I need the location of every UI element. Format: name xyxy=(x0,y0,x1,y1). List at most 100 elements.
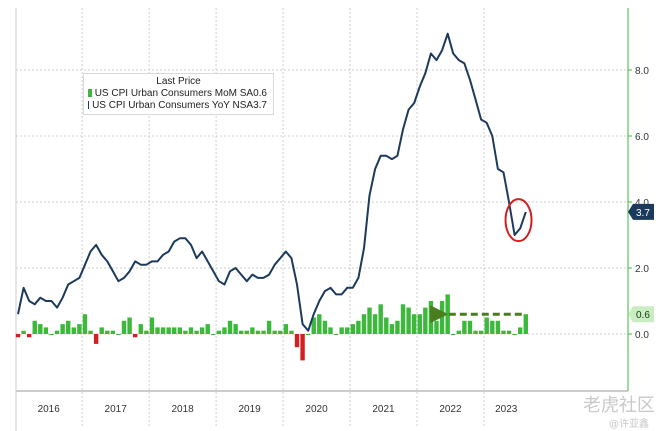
mom-bar xyxy=(66,320,71,334)
mom-bar xyxy=(266,320,272,334)
x-axis: 2016 2017 2018 2019 2020 2021 2022 2023 xyxy=(15,8,628,431)
mom-bar xyxy=(283,324,289,334)
mom-last-tag-text: 0.6 xyxy=(636,310,650,321)
y-tick-label: 4.0 xyxy=(635,198,649,209)
legend-value-mom: 0.6 xyxy=(253,87,267,99)
mom-bar xyxy=(356,320,361,334)
legend-item-mom: US CPI Urban Consumers MoM SA 0.6 xyxy=(84,87,273,99)
mom-bar xyxy=(439,301,445,334)
mom-bar xyxy=(38,324,43,334)
mom-bar xyxy=(434,320,439,334)
mom-bar xyxy=(155,327,160,334)
mom-bar xyxy=(110,330,116,334)
yoy-last-tag-bg xyxy=(628,203,654,220)
mom-bar xyxy=(367,307,372,334)
x-tick-label: 2021 xyxy=(372,404,395,415)
mom-bar xyxy=(411,314,417,334)
mom-bar xyxy=(21,330,26,334)
mom-bar xyxy=(211,334,216,335)
mom-bar xyxy=(278,330,283,334)
mom-bar xyxy=(138,324,143,334)
mom-bar xyxy=(233,324,238,334)
x-tick-label: 2020 xyxy=(305,404,328,415)
yoy-last-tag: 3.7 xyxy=(628,203,654,220)
x-tick-label: 2019 xyxy=(238,404,261,415)
mom-bar xyxy=(311,317,316,334)
mom-bar xyxy=(188,327,194,334)
mom-bar xyxy=(495,320,501,334)
legend: Last Price US CPI Urban Consumers MoM SA… xyxy=(83,73,274,115)
mom-bar xyxy=(294,334,300,348)
mom-bars xyxy=(15,294,528,361)
mom-bar xyxy=(512,334,517,335)
mom-bar xyxy=(395,320,400,334)
watermark-handle: @许亚鑫 xyxy=(609,419,649,430)
mom-bar xyxy=(166,327,171,334)
mom-bar xyxy=(400,304,406,334)
y-tick-label: 2.0 xyxy=(635,264,649,275)
mom-bar xyxy=(406,307,411,334)
mom-bar xyxy=(372,314,378,334)
mom-bar xyxy=(389,324,395,334)
legend-swatch-mom xyxy=(88,89,92,97)
mom-bar xyxy=(205,324,210,334)
mom-bar xyxy=(255,330,261,334)
highlight-circle xyxy=(504,198,533,243)
mom-bar xyxy=(77,324,82,334)
mom-bar xyxy=(105,330,110,334)
mom-bar xyxy=(132,334,138,338)
mom-bar xyxy=(160,327,166,334)
mom-bar xyxy=(361,314,367,334)
mom-bar xyxy=(194,330,199,334)
mom-bar xyxy=(490,320,495,334)
legend-label-yoy: US CPI Urban Consumers YoY NSA xyxy=(92,99,254,111)
y-tick-label: 8.0 xyxy=(635,66,649,77)
mom-bar xyxy=(183,330,188,334)
mom-bar xyxy=(261,330,266,334)
legend-swatch-yoy xyxy=(88,101,90,109)
annotations xyxy=(430,198,533,324)
mom-bar xyxy=(378,304,383,334)
mom-bar xyxy=(518,327,523,334)
mom-bar xyxy=(32,320,37,334)
mom-bar xyxy=(272,330,277,334)
mom-bar xyxy=(451,334,456,335)
x-tick-label: 2022 xyxy=(439,404,462,415)
mom-bar xyxy=(289,330,294,334)
y-axis: 8.0 6.0 4.0 2.0 0.0 xyxy=(627,8,649,391)
mom-bar xyxy=(71,327,76,334)
mom-bar xyxy=(473,330,478,334)
mom-bar xyxy=(523,314,528,334)
watermark-logo-text: 老虎社区 xyxy=(583,395,655,416)
mom-bar xyxy=(216,330,222,334)
mom-bar xyxy=(305,334,311,335)
mom-bar xyxy=(317,314,322,334)
mom-bar xyxy=(333,334,339,335)
mom-bar xyxy=(484,317,489,334)
mom-bar xyxy=(26,334,32,338)
legend-label-mom: US CPI Urban Consumers MoM SA xyxy=(94,87,254,99)
mom-bar xyxy=(322,320,328,334)
mom-bar xyxy=(239,330,244,334)
mom-bar xyxy=(149,317,155,334)
mom-bar xyxy=(478,330,484,334)
mom-last-tag: 0.6 xyxy=(628,306,654,323)
mom-bar xyxy=(144,330,149,334)
mom-bar xyxy=(116,334,121,335)
mom-bar xyxy=(127,317,132,334)
mom-bar xyxy=(227,320,233,334)
legend-value-yoy: 3.7 xyxy=(253,99,267,111)
mom-bar xyxy=(54,330,60,334)
mom-bar xyxy=(423,307,428,334)
x-tick-label: 2018 xyxy=(171,404,194,415)
x-tick-label: 2016 xyxy=(38,404,61,415)
mom-bar xyxy=(88,330,93,334)
mom-bar xyxy=(49,334,54,335)
mom-last-tag-bg xyxy=(628,306,654,323)
mom-bar xyxy=(339,327,344,334)
mom-bar xyxy=(121,320,127,334)
mom-bar xyxy=(60,324,65,334)
mom-bar xyxy=(462,320,467,334)
mom-bar xyxy=(456,330,462,334)
